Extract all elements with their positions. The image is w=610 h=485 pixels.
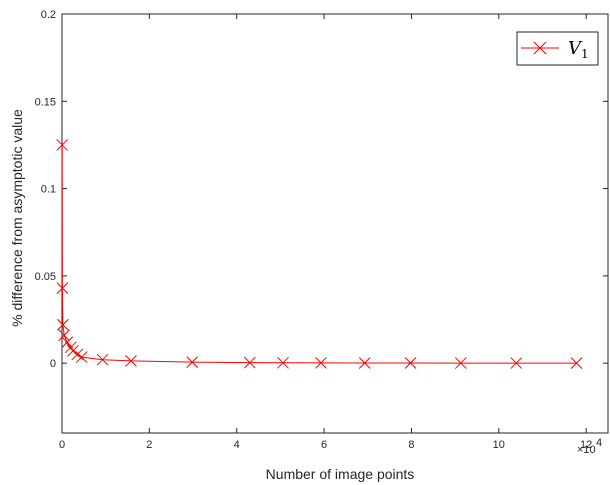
legend: V1 [516,31,599,66]
data-point-marker [570,357,583,369]
data-point-marker [358,357,371,369]
y-tick-label: 0.2 [41,9,56,21]
data-point-marker [125,355,137,367]
x-tick-label: 0 [59,439,65,451]
data-point-marker [277,356,289,369]
data-point-marker [96,353,109,366]
svg-text:×10: ×10 [577,444,596,456]
plot-area [61,13,609,434]
data-point-marker [404,357,417,369]
legend-label: V1 [568,38,589,61]
y-tick-label: 0 [50,358,56,370]
x-tick-label: 12 [580,439,592,451]
data-point-marker [243,356,256,369]
x-exponent-label: ×10 4 [577,437,602,456]
y-tick-label: 0.1 [41,184,56,196]
data-point-marker [510,357,523,369]
data-point-marker [186,356,199,368]
x-tick-label: 10 [493,439,505,451]
x-tick-label: 8 [408,439,414,451]
x-tick-label: 2 [146,439,152,451]
data-point-marker [58,329,71,342]
data-point-marker [56,282,69,294]
data-point-marker [454,357,467,369]
series-layer [56,139,583,369]
y-tick-label: 0.05 [35,271,56,283]
ticks: 0 2 4 6 8 10 12 0 0.05 0.1 0.15 0.2 [35,9,608,451]
x-axis-label: Number of image points [266,466,415,482]
data-point-marker [57,318,69,331]
data-point-marker [315,357,327,369]
x-tick-label: 4 [234,439,240,451]
data-point-marker [61,336,74,349]
x-tick-label: 6 [321,439,327,451]
svg-text:4: 4 [596,437,602,449]
legend-marker [533,41,547,55]
y-axis-label: % difference from asymptotic value [9,109,25,327]
data-point-marker [56,139,69,151]
y-tick-label: 0.15 [35,96,56,108]
data-point-marker [75,351,88,363]
